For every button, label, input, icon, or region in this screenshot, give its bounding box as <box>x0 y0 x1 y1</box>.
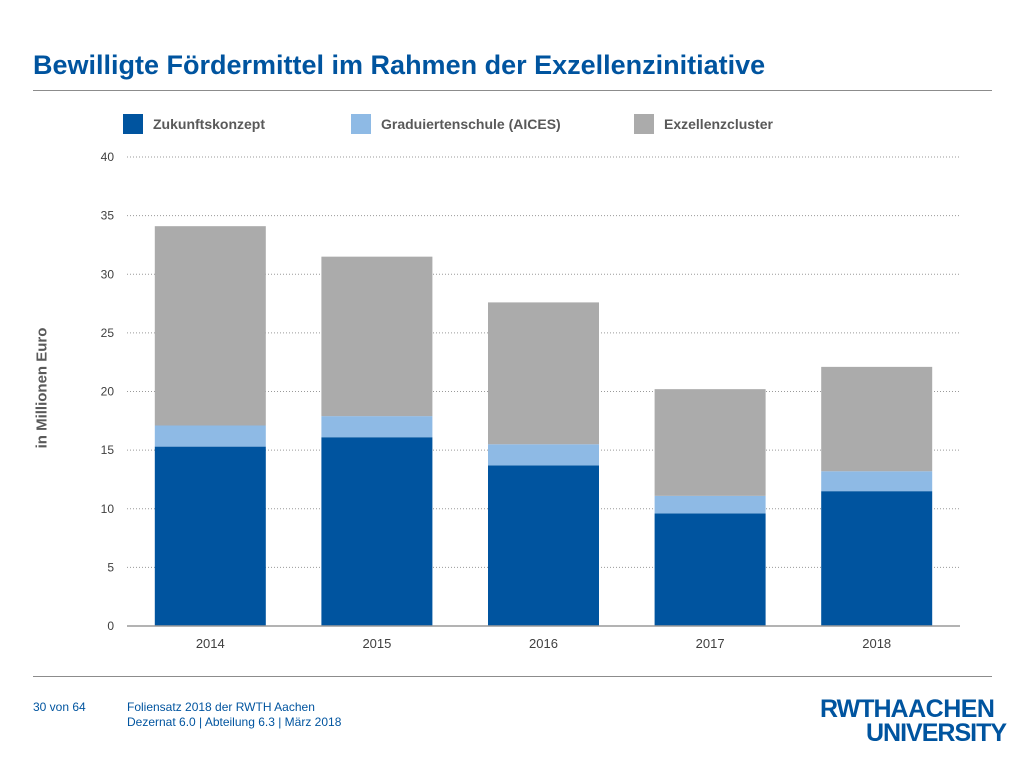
bar-2018-series-2 <box>821 366 933 472</box>
chart-legend: Zukunftskonzept Graduiertenschule (AICES… <box>0 114 1024 136</box>
bar-2017-series-2 <box>654 389 766 496</box>
logo-line-2: UNIVERSITY <box>866 719 1007 747</box>
legend-swatch-exzellenzcluster <box>634 114 654 134</box>
bar-2018-series-0 <box>821 491 933 626</box>
y-tick-label-0: 0 <box>107 619 114 633</box>
x-tick-label-2018: 2018 <box>862 636 891 651</box>
y-tick-label-20: 20 <box>101 385 115 399</box>
bar-2014-series-1 <box>154 425 266 447</box>
page-title: Bewilligte Fördermittel im Rahmen der Ex… <box>33 50 766 80</box>
y-tick-label-30: 30 <box>101 267 115 281</box>
y-tick-label-40: 40 <box>101 150 115 164</box>
bar-2017-series-0 <box>654 513 766 626</box>
rwth-logo: RWTHAACHEN UNIVERSITY <box>820 695 1007 746</box>
title-divider <box>33 90 992 91</box>
x-tick-label-2017: 2017 <box>696 636 725 651</box>
legend-item-exzellenzcluster: Exzellenzcluster <box>634 114 773 134</box>
logo-line-1: RWTHAACHEN <box>820 695 995 723</box>
y-axis-label: in Millionen Euro <box>33 327 51 449</box>
bar-2015-series-0 <box>321 437 433 626</box>
bar-2014-series-2 <box>154 226 266 426</box>
bar-2018-series-1 <box>821 471 933 492</box>
legend-label-exzellenzcluster: Exzellenzcluster <box>664 116 773 132</box>
x-tick-label-2015: 2015 <box>362 636 391 651</box>
legend-item-graduiertenschule: Graduiertenschule (AICES) <box>351 114 561 134</box>
bar-2014-series-0 <box>154 446 266 626</box>
logo-aachen: AACHEN <box>890 695 995 723</box>
bar-2016-series-0 <box>488 465 599 626</box>
y-tick-label-35: 35 <box>101 209 115 223</box>
stacked-bar-chart: 0 5 10 15 20 25 30 35 40 2014 2015 2016 2017 2018 <box>101 150 960 651</box>
y-tick-label-15: 15 <box>101 443 115 457</box>
x-tick-label-2014: 2014 <box>196 636 225 651</box>
footer-line-1: Foliensatz 2018 der RWTH Aachen <box>127 700 315 714</box>
footer-info: Foliensatz 2018 der RWTH Aachen Dezernat… <box>127 700 341 730</box>
footer-divider <box>33 676 992 677</box>
page-number: 30 von 64 <box>33 700 86 714</box>
legend-swatch-zukunftskonzept <box>123 114 143 134</box>
bar-2016-series-1 <box>488 444 599 466</box>
legend-label-zukunftskonzept: Zukunftskonzept <box>153 116 265 132</box>
x-tick-label-2016: 2016 <box>529 636 558 651</box>
y-tick-label-25: 25 <box>101 326 115 340</box>
y-tick-label-5: 5 <box>107 560 114 574</box>
bar-2015-series-2 <box>321 256 433 417</box>
y-tick-label-10: 10 <box>101 502 115 516</box>
footer-line-2: Dezernat 6.0 | Abteilung 6.3 | März 2018 <box>127 715 342 729</box>
legend-label-graduiertenschule: Graduiertenschule (AICES) <box>381 116 561 132</box>
legend-swatch-graduiertenschule <box>351 114 371 134</box>
logo-rwth: RWTH <box>820 695 892 723</box>
bar-2016-series-2 <box>488 302 599 445</box>
bar-2015-series-1 <box>321 416 433 438</box>
legend-item-zukunftskonzept: Zukunftskonzept <box>123 114 265 134</box>
bar-2017-series-1 <box>654 495 766 514</box>
